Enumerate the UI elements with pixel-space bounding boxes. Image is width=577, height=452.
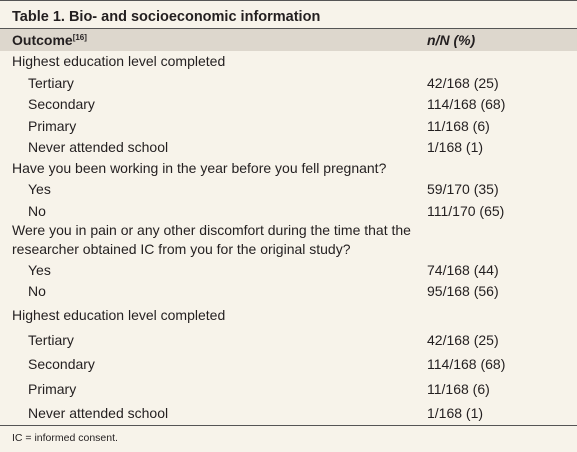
item-label: Tertiary — [28, 74, 74, 91]
section-heading: Have you been working in the year before… — [12, 159, 387, 176]
empty-cell — [427, 157, 577, 178]
item-value: 114/168 (68) — [427, 96, 506, 113]
section-row: Have you been working in the year before… — [0, 157, 577, 178]
table-title: Table 1. Bio- and socioeconomic informat… — [0, 0, 577, 28]
item-label: Primary — [28, 117, 77, 134]
section-row: Highest education level completed — [0, 302, 577, 326]
item-row: No 95/168 (56) — [0, 281, 577, 302]
item-value: 74/168 (44) — [427, 262, 499, 279]
item-row: Primary 11/168 (6) — [0, 115, 577, 136]
section-heading: Were you in pain or any other discomfort… — [12, 222, 411, 258]
item-value: 1/168 (1) — [427, 404, 484, 421]
footnote: IC = informed consent. — [12, 432, 118, 444]
item-value: 42/168 (25) — [427, 331, 499, 348]
item-row: Yes 59/170 (35) — [0, 179, 577, 200]
header-outcome: Outcome — [12, 32, 73, 48]
item-label: Never attended school — [28, 404, 169, 421]
item-row: No 111/170 (65) — [0, 200, 577, 221]
item-label: Yes — [28, 181, 51, 198]
item-value: 42/168 (25) — [427, 74, 499, 91]
item-row: Never attended school 1/168 (1) — [0, 399, 577, 423]
item-value: 1/168 (1) — [427, 138, 484, 155]
item-value: 95/168 (56) — [427, 283, 499, 300]
item-row: Secondary 114/168 (68) — [0, 351, 577, 375]
header-row: Outcome[16] n/N (%) — [0, 28, 577, 51]
empty-cell — [427, 302, 577, 326]
header-value: n/N (%) — [427, 28, 577, 51]
item-row: Never attended school 1/168 (1) — [0, 136, 577, 157]
item-label: Primary — [28, 380, 77, 397]
item-label: Tertiary — [28, 331, 74, 348]
item-row: Secondary 114/168 (68) — [0, 94, 577, 115]
section-row: Were you in pain or any other discomfort… — [0, 221, 577, 259]
item-value: 11/168 (6) — [427, 380, 490, 397]
item-row: Tertiary 42/168 (25) — [0, 326, 577, 350]
reference: [16] — [72, 33, 87, 42]
table-body: Highest education level completed Tertiar… — [0, 51, 577, 423]
item-row: Primary 11/168 (6) — [0, 375, 577, 399]
item-value: 111/170 (65) — [427, 202, 505, 219]
bottom-rule — [0, 425, 577, 426]
item-value: 59/170 (35) — [427, 181, 499, 198]
item-label: Yes — [28, 262, 51, 279]
item-row: Tertiary 42/168 (25) — [0, 72, 577, 93]
item-value: 114/168 (68) — [427, 356, 506, 373]
section-heading: Highest education level completed — [12, 53, 226, 70]
header-cell: Outcome[16] — [0, 28, 427, 51]
item-label: Secondary — [28, 356, 95, 373]
empty-cell — [427, 51, 577, 72]
empty-cell — [427, 221, 577, 259]
item-row: Yes 74/168 (44) — [0, 259, 577, 280]
section-row: Highest education level completed — [0, 51, 577, 72]
section-heading: Highest education level completed — [12, 307, 226, 324]
item-label: Secondary — [28, 96, 95, 113]
table: Outcome[16] n/N (%) Highest education le… — [0, 28, 577, 423]
item-label: No — [28, 283, 46, 300]
item-label: No — [28, 202, 46, 219]
item-label: Never attended school — [28, 138, 169, 155]
item-value: 11/168 (6) — [427, 117, 490, 134]
